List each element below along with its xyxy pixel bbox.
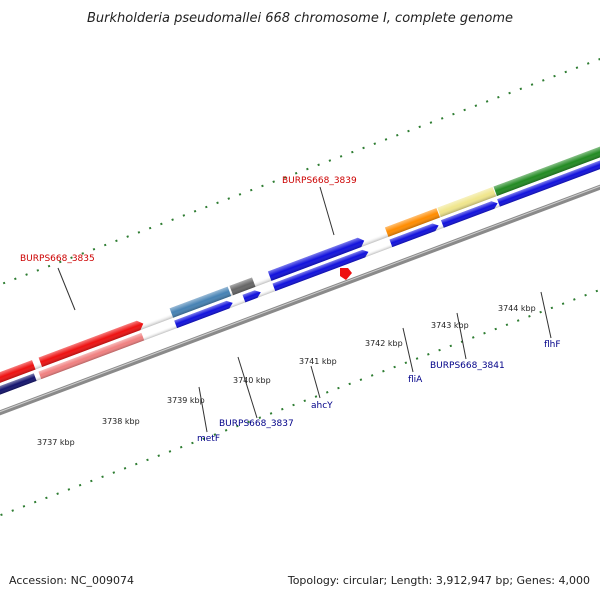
gene-label-burps668-3841[interactable]: BURPS668_3841 <box>430 361 505 371</box>
gene-label-flhf[interactable]: flhF <box>544 340 561 350</box>
gene-label-burps668-3839[interactable]: BURPS668_3839 <box>282 176 357 186</box>
highlighted-gene-labels: BURPS668_3839 BURPS668_3835 <box>20 176 357 264</box>
forward-strand-genes <box>0 135 600 411</box>
tick-labels: 3737 kbp 3738 kbp 3739 kbp 3740 kbp 3741… <box>37 304 536 447</box>
tick-label: 3743 kbp <box>431 321 469 330</box>
tick-label: 3740 kbp <box>233 376 271 385</box>
tick-label: 3741 kbp <box>299 357 337 366</box>
gene-label-metf[interactable]: metF <box>197 434 220 444</box>
tick-label: 3738 kbp <box>102 417 140 426</box>
tick-label: 3739 kbp <box>167 396 205 405</box>
gene-label-flia[interactable]: fliA <box>408 375 423 385</box>
genome-backbone <box>0 86 600 479</box>
tick-label: 3737 kbp <box>37 438 75 447</box>
tick-label: 3742 kbp <box>365 339 403 348</box>
accession-text: Accession: NC_009074 <box>9 574 135 587</box>
gene-label-ahcy[interactable]: ahcY <box>311 401 333 411</box>
topology-text: Topology: circular; Length: 3,912,947 bp… <box>287 574 590 587</box>
tick-label: 3744 kbp <box>498 304 536 313</box>
gene-labels: metF BURPS668_3837 ahcY fliA BURPS668_38… <box>197 340 561 444</box>
gene-label-burps668-3835[interactable]: BURPS668_3835 <box>20 254 95 264</box>
gene-label-burps668-3837[interactable]: BURPS668_3837 <box>219 419 294 429</box>
feature-marker[interactable] <box>340 268 352 280</box>
inner-tick-ring <box>0 177 600 567</box>
lower-row-genes <box>0 123 600 394</box>
map-title: Burkholderia pseudomallei 668 chromosome… <box>87 11 513 26</box>
leader-lines <box>57 186 552 433</box>
